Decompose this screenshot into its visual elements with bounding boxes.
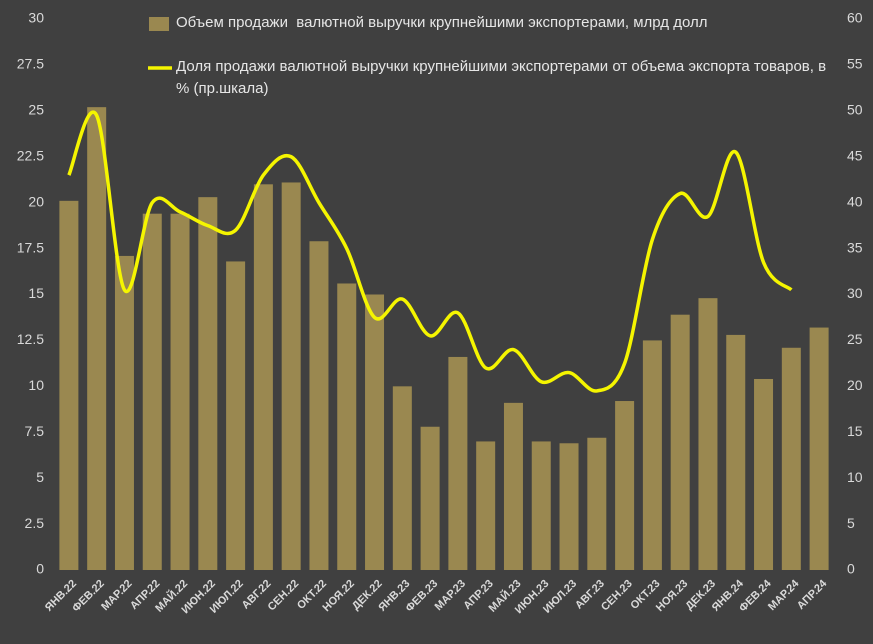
legend-bar-label: Объем продажи валютной выручки крупнейши… — [176, 14, 708, 31]
y2-tick-label: 45 — [847, 147, 863, 163]
y-tick-label: 25 — [28, 102, 44, 118]
bar — [587, 437, 607, 570]
bar — [476, 441, 496, 570]
bar — [170, 213, 190, 571]
y2-tick-label: 15 — [847, 423, 863, 439]
bar — [503, 402, 523, 570]
y2-tick-label: 10 — [847, 469, 863, 485]
bar — [142, 213, 162, 571]
bar — [114, 255, 134, 570]
y-tick-label: 7.5 — [25, 423, 45, 439]
legend-bar-swatch — [149, 17, 169, 31]
y-tick-label: 0 — [36, 561, 44, 577]
x-tick-label: МАР.23 — [433, 578, 468, 613]
bar — [198, 197, 218, 570]
y-tick-label: 22.5 — [17, 147, 44, 163]
y2-tick-label: 50 — [847, 102, 863, 118]
bar — [59, 200, 79, 570]
bar — [531, 441, 551, 570]
bar — [281, 182, 301, 571]
y-tick-label: 20 — [28, 193, 44, 209]
bar — [365, 294, 385, 570]
y2-tick-label: 55 — [847, 56, 863, 72]
x-tick-label: ФЕВ.24 — [737, 577, 774, 614]
line — [67, 110, 793, 393]
bar — [615, 401, 635, 570]
y-tick-label: 5 — [36, 469, 44, 485]
y2-tick-label: 5 — [847, 515, 855, 531]
x-tick-label: МАР.24 — [766, 577, 802, 613]
bar — [337, 283, 357, 570]
bar — [781, 347, 801, 570]
y-tick-label: 10 — [28, 377, 44, 393]
bar — [309, 241, 329, 570]
y-tick-label: 30 — [28, 10, 44, 26]
y-tick-label: 12.5 — [17, 331, 44, 347]
bar — [726, 334, 746, 570]
bar — [809, 327, 829, 570]
y2-tick-label: 20 — [847, 377, 863, 393]
bar — [448, 356, 468, 570]
y2-tick-label: 60 — [847, 10, 863, 26]
bar — [392, 386, 412, 570]
legend-line-label: Доля продажи валютной выручки крупнейшим… — [176, 58, 831, 97]
y2-tick-label: 40 — [847, 193, 863, 209]
x-tick-label: МАР.22 — [99, 578, 134, 613]
bar — [754, 378, 774, 570]
bar — [698, 298, 718, 570]
y-tick-label: 15 — [28, 285, 44, 301]
y-tick-label: 27.5 — [17, 56, 44, 72]
bar — [559, 443, 579, 570]
bar — [642, 340, 662, 570]
x-tick-label: СЕН.23 — [599, 578, 635, 614]
y-tick-label: 17.5 — [17, 239, 44, 255]
bar — [253, 184, 273, 571]
y2-tick-label: 35 — [847, 239, 863, 255]
y2-tick-label: 0 — [847, 561, 855, 577]
x-tick-label: СЕН.22 — [266, 578, 302, 614]
bar — [226, 261, 246, 570]
bar — [420, 426, 440, 570]
x-tick-label: АПР.24 — [795, 577, 830, 612]
bar — [670, 314, 690, 570]
y-tick-label: 2.5 — [25, 515, 45, 531]
y2-tick-label: 25 — [847, 331, 863, 347]
bar — [87, 107, 107, 570]
y2-tick-label: 30 — [847, 285, 863, 301]
